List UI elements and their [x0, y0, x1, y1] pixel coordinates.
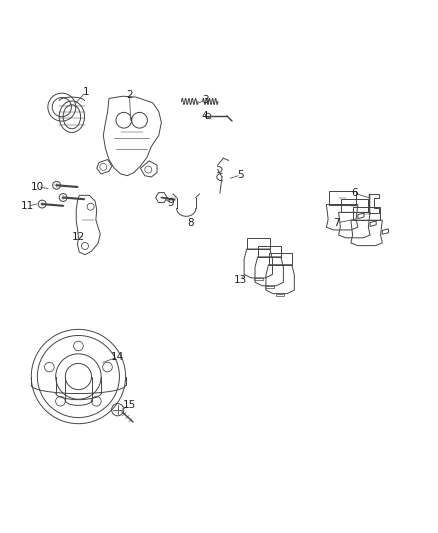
Text: 10: 10 — [31, 182, 44, 191]
Text: 8: 8 — [187, 218, 194, 228]
Text: 7: 7 — [334, 218, 340, 228]
Text: 12: 12 — [72, 232, 85, 242]
Text: 3: 3 — [203, 95, 209, 104]
Text: 9: 9 — [168, 198, 174, 208]
Text: 11: 11 — [21, 201, 35, 211]
Text: 15: 15 — [123, 400, 136, 410]
Text: 6: 6 — [351, 188, 358, 198]
Text: 2: 2 — [126, 90, 133, 100]
Text: 14: 14 — [111, 352, 124, 362]
Text: 13: 13 — [233, 276, 247, 286]
Text: 4: 4 — [202, 111, 208, 121]
Text: 1: 1 — [82, 87, 89, 97]
Text: 5: 5 — [237, 170, 244, 180]
